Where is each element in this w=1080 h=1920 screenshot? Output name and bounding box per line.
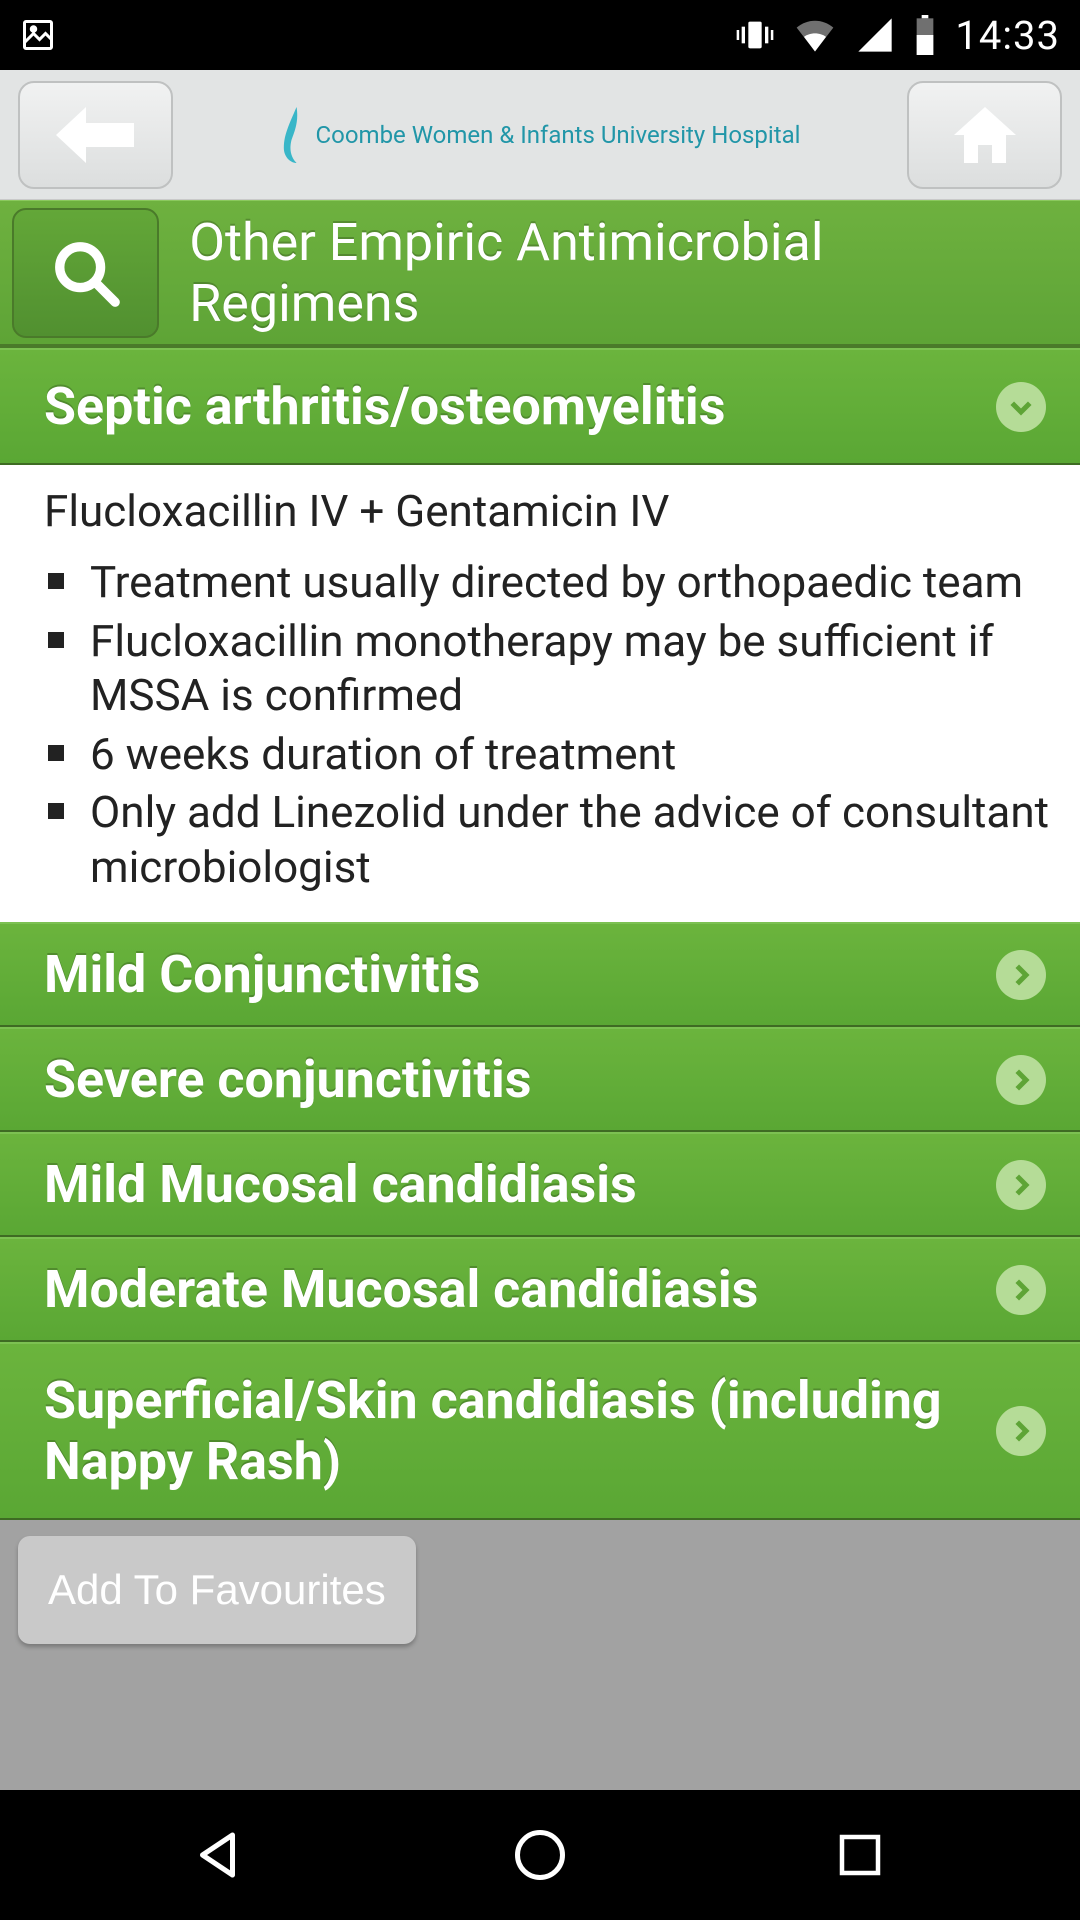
bullet-item: Flucloxacillin monotherapy may be suffic… (44, 614, 1050, 723)
app-top-nav: Coombe Women & Infants University Hospit… (0, 70, 1080, 200)
chevron-right-icon (996, 1406, 1046, 1456)
cell-signal-icon (855, 15, 895, 55)
back-button[interactable] (18, 81, 173, 189)
accordion-header-mild-conjunctivitis[interactable]: Mild Conjunctivitis (0, 922, 1080, 1027)
chevron-right-icon (996, 1265, 1046, 1315)
accordion-title: Septic arthritis/osteomyelitis (44, 376, 725, 437)
home-icon (950, 103, 1020, 167)
accordion-title: Mild Mucosal candidiasis (44, 1154, 637, 1215)
accordion-header-superficial-skin[interactable]: Superficial/Skin candidiasis (including … (0, 1342, 1080, 1520)
chevron-right-icon (996, 1160, 1046, 1210)
bullet-item: Treatment usually directed by orthopaedi… (44, 555, 1050, 610)
bullet-item: Only add Linezolid under the advice of c… (44, 785, 1050, 894)
search-button[interactable] (12, 208, 159, 338)
footer-bar: Add To Favourites (0, 1520, 1080, 1660)
page-title-bar: Other Empiric Antimicrobial Regimens (0, 200, 1080, 348)
vibrate-icon (735, 15, 775, 55)
search-icon (51, 238, 121, 308)
accordion-title: Moderate Mucosal candidiasis (44, 1259, 758, 1320)
chevron-right-icon (996, 950, 1046, 1000)
accordion-body-septic: Flucloxacillin IV + Gentamicin IV Treatm… (0, 465, 1080, 922)
add-favourites-button[interactable]: Add To Favourites (18, 1536, 416, 1644)
logo-flame-icon (280, 107, 308, 163)
battery-icon (913, 15, 937, 55)
accordion-title: Superficial/Skin candidiasis (including … (44, 1370, 996, 1492)
chevron-down-icon (996, 382, 1046, 432)
status-time: 14:33 (955, 12, 1060, 59)
accordion-header-moderate-mucosal[interactable]: Moderate Mucosal candidiasis (0, 1237, 1080, 1342)
square-recent-icon (833, 1828, 887, 1882)
accordion-header-severe-conjunctivitis[interactable]: Severe conjunctivitis (0, 1027, 1080, 1132)
accordion-header-septic[interactable]: Septic arthritis/osteomyelitis (0, 348, 1080, 465)
chevron-right-icon (996, 1055, 1046, 1105)
hospital-name: Coombe Women & Infants University Hospit… (316, 121, 801, 149)
accordion-header-mild-mucosal[interactable]: Mild Mucosal candidiasis (0, 1132, 1080, 1237)
picture-icon (20, 17, 56, 53)
wifi-icon (793, 13, 837, 57)
triangle-back-icon (190, 1825, 250, 1885)
circle-home-icon (510, 1825, 570, 1885)
add-favourites-label: Add To Favourites (48, 1566, 386, 1614)
arrow-left-icon (56, 107, 136, 163)
page-title: Other Empiric Antimicrobial Regimens (189, 212, 1062, 334)
android-recent-button[interactable] (820, 1815, 900, 1895)
android-home-button[interactable] (500, 1815, 580, 1895)
home-button[interactable] (907, 81, 1062, 189)
android-nav-bar (0, 1790, 1080, 1920)
accordion-title: Mild Conjunctivitis (44, 944, 480, 1005)
android-status-bar: 14:33 (0, 0, 1080, 70)
content-area: Septic arthritis/osteomyelitis Flucloxac… (0, 348, 1080, 1790)
bullet-item: 6 weeks duration of treatment (44, 727, 1050, 782)
android-back-button[interactable] (180, 1815, 260, 1895)
regimen-text: Flucloxacillin IV + Gentamicin IV (44, 485, 1050, 537)
hospital-logo: Coombe Women & Infants University Hospit… (280, 107, 801, 163)
accordion-title: Severe conjunctivitis (44, 1049, 531, 1110)
